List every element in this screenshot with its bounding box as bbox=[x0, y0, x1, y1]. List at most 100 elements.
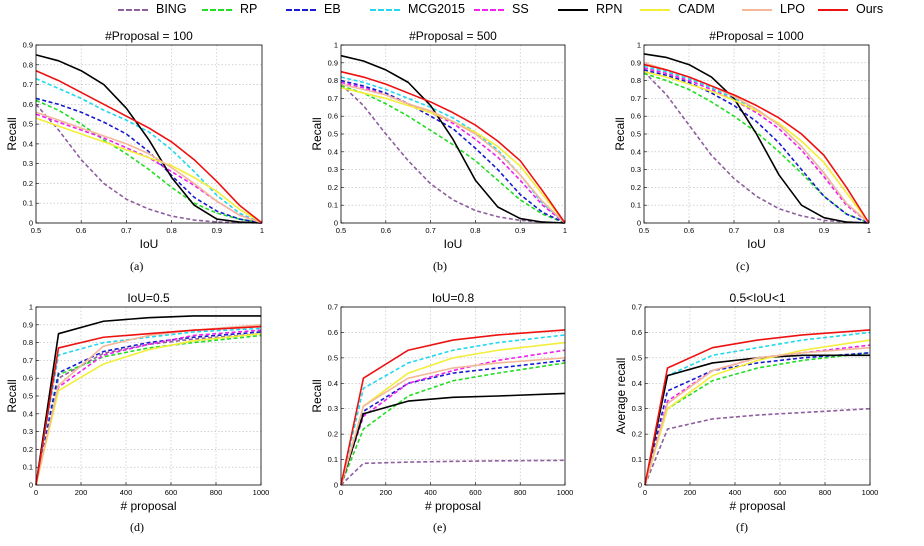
y-tick-label: 0.4 bbox=[23, 409, 33, 418]
y-tick-label: 1 bbox=[334, 41, 338, 50]
y-tick-label: 0 bbox=[334, 481, 338, 490]
series-line-cadm bbox=[35, 117, 263, 224]
legend-label-ss: SS bbox=[512, 2, 529, 16]
x-tick-label: 200 bbox=[380, 488, 393, 497]
legend-swatch-rpn bbox=[558, 9, 588, 11]
y-tick-label: 0.3 bbox=[631, 165, 641, 174]
y-tick-label: 0.7 bbox=[23, 80, 33, 89]
y-tick-label: 1 bbox=[637, 41, 641, 50]
series-line-ours bbox=[340, 329, 566, 486]
y-axis-label: Recall bbox=[5, 117, 19, 150]
x-tick-label: 1 bbox=[260, 226, 264, 235]
series-line-rp bbox=[340, 362, 566, 486]
y-tick-label: 1 bbox=[29, 303, 33, 312]
x-tick-label: 0.7 bbox=[121, 226, 131, 235]
y-tick-label: 0.2 bbox=[631, 183, 641, 192]
x-axis-label: IoU bbox=[747, 237, 766, 251]
y-tick-label: 0.6 bbox=[632, 328, 642, 337]
legend-label-ours: Ours bbox=[856, 2, 884, 16]
series-line-rpn bbox=[340, 392, 566, 486]
y-tick-label: 0 bbox=[638, 481, 642, 490]
y-tick-label: 0.4 bbox=[23, 139, 33, 148]
series-line-eb bbox=[644, 351, 871, 486]
series-line-rpn bbox=[643, 53, 870, 224]
x-tick-label: 0.6 bbox=[76, 226, 86, 235]
y-tick-label: 0.1 bbox=[328, 201, 338, 210]
x-tick-label: 0.5 bbox=[639, 226, 649, 235]
plot-frame bbox=[644, 306, 871, 486]
caption-c: (c) bbox=[736, 259, 750, 273]
y-tick-label: 0.5 bbox=[23, 120, 33, 129]
legend-swatch-ss bbox=[474, 9, 504, 11]
y-axis-label: Recall bbox=[5, 379, 19, 412]
legend-swatch-ours bbox=[818, 9, 848, 11]
series-line-ss bbox=[340, 81, 566, 224]
y-tick-label: 0.9 bbox=[23, 320, 33, 329]
y-tick-label: 0.3 bbox=[632, 404, 642, 413]
series-line-rpn bbox=[35, 54, 263, 224]
y-tick-label: 0.8 bbox=[328, 76, 338, 85]
legend-label-bing: BING bbox=[156, 2, 187, 16]
y-tick-label: 0 bbox=[29, 219, 33, 228]
caption-b: (b) bbox=[433, 259, 447, 273]
series-line-bing bbox=[340, 459, 566, 486]
series-line-eb bbox=[340, 359, 566, 486]
chart-title: IoU=0.8 bbox=[432, 291, 475, 305]
y-tick-label: 0.3 bbox=[23, 427, 33, 436]
y-axis-label: Recall bbox=[613, 117, 627, 150]
y-tick-label: 0.8 bbox=[631, 76, 641, 85]
y-tick-label: 0.5 bbox=[23, 392, 33, 401]
y-tick-label: 0.4 bbox=[632, 379, 642, 388]
chart-a: 0.5 0.6 0.7 0.8 0.9 1 0 0.1 0.2 0.3 0.4 0.5 0.6 0.7 0.… bbox=[5, 29, 264, 251]
chart-f: 0 200 400 600 800 1000 0 0.1 0.2 0.3 0.4 0.5 0.6 0.7 0… bbox=[614, 291, 879, 513]
series-line-ours bbox=[340, 70, 566, 224]
legend-label-rp: RP bbox=[240, 2, 258, 16]
y-tick-label: 0.5 bbox=[328, 353, 338, 362]
x-axis-label: # proposal bbox=[120, 499, 176, 513]
y-tick-label: 0.2 bbox=[632, 430, 642, 439]
series-line-eb bbox=[35, 331, 262, 486]
x-tick-label: 0.8 bbox=[166, 226, 176, 235]
y-tick-label: 0.7 bbox=[632, 303, 642, 312]
series-line-lpo bbox=[340, 357, 566, 486]
x-tick-label: 0.8 bbox=[470, 226, 480, 235]
series-line-mcg2015 bbox=[340, 334, 566, 486]
series-line-rpn bbox=[340, 54, 566, 224]
y-tick-label: 0.6 bbox=[23, 374, 33, 383]
series-line-rpn bbox=[644, 354, 870, 486]
x-tick-label: 800 bbox=[210, 488, 223, 497]
y-tick-label: 0.8 bbox=[23, 338, 33, 347]
y-tick-label: 0.4 bbox=[631, 147, 641, 156]
series-line-eb bbox=[643, 69, 870, 224]
series-line-ours bbox=[35, 69, 263, 224]
series-line-cadm bbox=[644, 339, 871, 486]
series-line-ours bbox=[643, 63, 870, 224]
x-tick-label: 600 bbox=[774, 488, 787, 497]
y-tick-label: 0 bbox=[334, 219, 338, 228]
x-tick-label: 0.6 bbox=[684, 226, 694, 235]
legend: BING RP EB MCG2015 SS RPN CADM LPO Ours bbox=[118, 0, 883, 20]
series-line-ours bbox=[644, 329, 871, 486]
y-tick-label: 0.7 bbox=[328, 94, 338, 103]
x-tick-label: 800 bbox=[819, 488, 832, 497]
x-tick-label: 0.9 bbox=[212, 226, 222, 235]
x-tick-label: 0 bbox=[339, 488, 343, 497]
plot-frame bbox=[35, 44, 263, 224]
x-tick-label: 0.5 bbox=[31, 226, 41, 235]
series-line-lpo bbox=[340, 83, 566, 224]
y-tick-label: 0.4 bbox=[328, 147, 338, 156]
legend-swatch-lpo bbox=[742, 9, 772, 11]
y-tick-label: 0.6 bbox=[631, 112, 641, 121]
y-tick-label: 0.1 bbox=[632, 455, 642, 464]
x-tick-label: 1000 bbox=[862, 488, 879, 497]
chart-title: #Proposal = 1000 bbox=[709, 29, 804, 43]
legend-label-cadm: CADM bbox=[678, 2, 715, 16]
y-axis-label: Recall bbox=[310, 379, 324, 412]
legend-label-rpn: RPN bbox=[596, 2, 623, 16]
series-line-cadm bbox=[35, 332, 262, 486]
x-tick-label: 400 bbox=[424, 488, 437, 497]
x-tick-label: 0.9 bbox=[819, 226, 829, 235]
series-line-lpo bbox=[35, 111, 263, 224]
plot-frame bbox=[340, 44, 566, 224]
x-axis-label: # proposal bbox=[425, 499, 481, 513]
